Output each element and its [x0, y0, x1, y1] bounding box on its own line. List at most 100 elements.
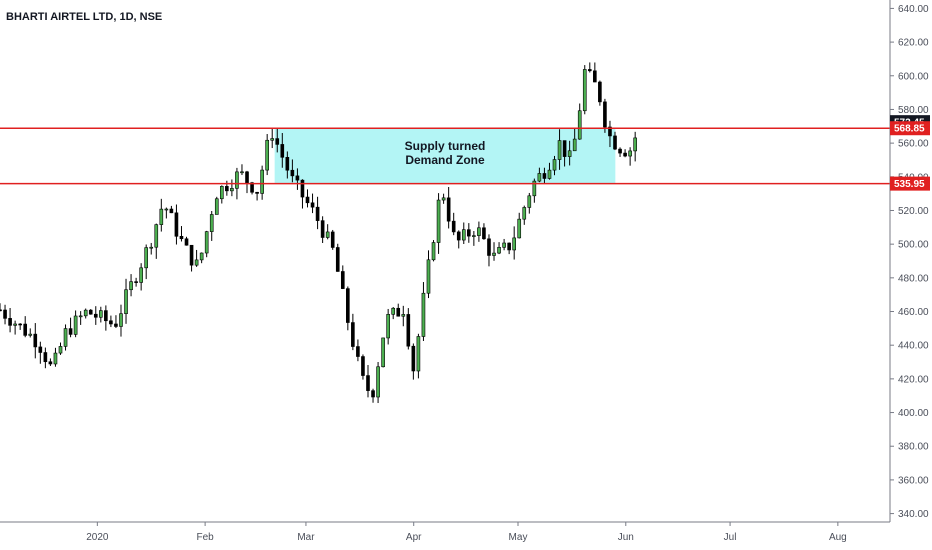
candle	[219, 185, 224, 204]
time-tick-label: Mar	[297, 532, 315, 543]
candle-body-up	[99, 310, 103, 318]
candle	[340, 265, 345, 290]
candle-body-up	[149, 246, 154, 249]
candle-body-up	[204, 231, 209, 254]
candle	[18, 323, 22, 330]
candle	[351, 313, 355, 351]
candle-body-down	[351, 322, 355, 347]
candle-body-down	[38, 346, 43, 353]
candle	[507, 242, 511, 255]
candle	[381, 337, 385, 368]
time-tick-label: Aug	[829, 532, 847, 543]
candle	[265, 134, 269, 176]
candle-body-up	[537, 173, 542, 182]
candle-body-up	[235, 171, 239, 189]
candle	[557, 129, 562, 170]
candle-body-down	[618, 148, 622, 154]
candle-body-down	[43, 352, 48, 363]
candle	[512, 226, 516, 260]
candle-body-up	[58, 346, 63, 354]
candle-body-up	[436, 199, 441, 243]
candle-body-down	[330, 231, 335, 248]
candle-body-down	[598, 81, 602, 103]
price-tick-label: 560.00	[898, 139, 929, 150]
candle	[502, 238, 506, 251]
candle-body-down	[613, 135, 617, 150]
candle-body-down	[593, 70, 597, 83]
candle-body-up	[119, 313, 123, 327]
price-tick-label: 380.00	[898, 442, 929, 453]
candle-body-up	[527, 195, 532, 208]
candle-body-down	[169, 208, 174, 214]
candle-body-down	[23, 323, 28, 336]
time-tick-label: May	[509, 532, 528, 543]
candle-body-up	[582, 69, 587, 112]
candle	[8, 308, 12, 333]
candle-body-up	[139, 267, 143, 283]
zone-label-line2: Demand Zone	[405, 153, 485, 167]
candle-body-up	[270, 138, 275, 141]
candle	[240, 164, 244, 176]
candle-body-down	[356, 346, 360, 357]
candle-body-up	[441, 197, 446, 201]
candle	[209, 210, 214, 241]
candle	[567, 140, 572, 166]
candle-body-up	[214, 198, 219, 215]
candle-body-up	[53, 352, 58, 365]
candle	[335, 243, 340, 272]
candle-body-down	[255, 191, 259, 194]
candle	[33, 323, 38, 359]
candle-body-down	[114, 323, 118, 327]
candle	[406, 308, 411, 350]
candle	[582, 65, 587, 115]
price-tick-label: 400.00	[898, 408, 929, 419]
price-tick-label: 360.00	[898, 475, 929, 486]
candle	[346, 286, 350, 331]
candle	[628, 147, 632, 166]
candle-body-up	[159, 208, 164, 225]
candle	[522, 205, 527, 225]
candle	[119, 304, 123, 337]
candle-body-down	[608, 126, 612, 137]
candle-body-down	[88, 309, 93, 315]
candle	[199, 252, 204, 264]
candle	[305, 189, 310, 208]
candle-body-down	[184, 238, 189, 246]
candle-body-up	[567, 150, 572, 157]
candle-body-up	[628, 150, 632, 157]
candle-body-up	[416, 336, 421, 372]
candle	[472, 231, 476, 246]
candle-body-up	[492, 252, 496, 256]
candle	[376, 362, 380, 404]
candle-body-down	[3, 309, 7, 319]
candle	[467, 223, 471, 243]
candle	[603, 98, 607, 133]
price-tick-label: 340.00	[898, 509, 929, 520]
candle-body-down	[18, 323, 22, 326]
candle-body-up	[63, 328, 68, 347]
time-axis[interactable]: 2020 Feb Mar Apr May Jun Jul Aug	[86, 522, 847, 543]
candle-body-down	[109, 320, 113, 325]
candle	[295, 168, 300, 190]
candle-body-down	[33, 333, 38, 348]
price-tick-label: 640.00	[898, 4, 929, 15]
candle	[396, 303, 401, 317]
candle	[270, 127, 275, 149]
candle-body-up	[633, 137, 637, 152]
price-tick-label: 480.00	[898, 273, 929, 284]
candle-body-down	[487, 238, 491, 256]
candle-body-up	[502, 242, 506, 248]
candle	[99, 306, 103, 323]
candle	[204, 230, 209, 258]
candle	[290, 159, 295, 183]
time-tick-label: 2020	[86, 532, 109, 543]
candle-body-down	[179, 235, 184, 240]
candle-body-up	[83, 309, 88, 317]
candle	[315, 196, 320, 230]
candle-body-down	[290, 169, 295, 177]
candle	[174, 204, 179, 245]
candle	[421, 282, 426, 341]
candle	[139, 263, 143, 291]
price-tick-label: 420.00	[898, 374, 929, 385]
